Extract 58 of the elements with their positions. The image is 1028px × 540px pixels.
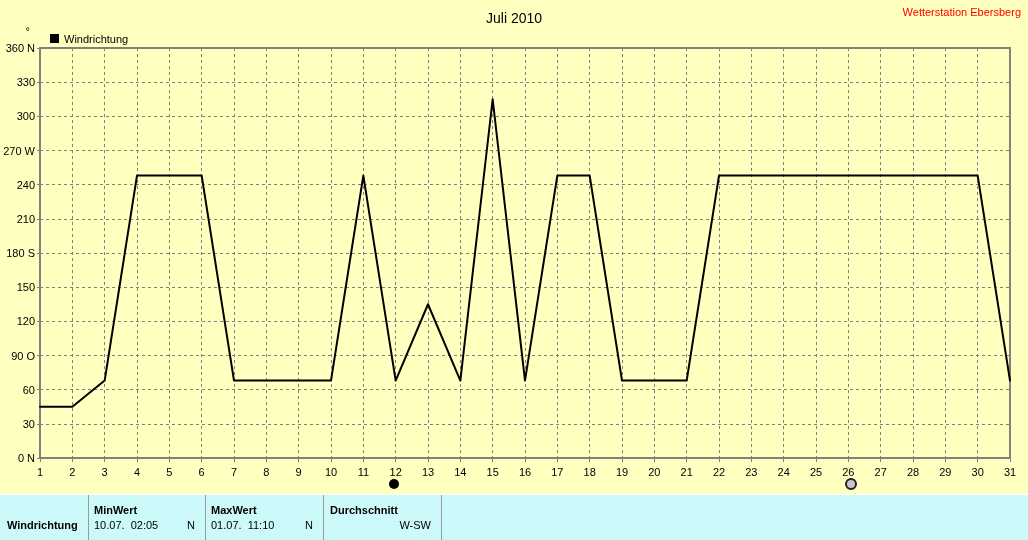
x-tick-label: 1 <box>36 465 44 478</box>
x-tick-label: 6 <box>198 465 205 478</box>
y-tick-label: 360 N <box>5 42 36 54</box>
y-tick-label: 120 <box>16 315 35 328</box>
x-tick-label: 15 <box>486 465 499 478</box>
x-tick-label: 8 <box>263 465 270 478</box>
x-tick-label: 9 <box>295 465 302 478</box>
text: N <box>187 519 195 532</box>
x-tick-label: 17 <box>551 465 564 478</box>
x-tick-label: 19 <box>615 465 629 478</box>
x-tick-label: 30 <box>971 465 984 478</box>
x-tick-label: 16 <box>518 465 532 478</box>
y-tick-label: 60 <box>22 383 35 396</box>
x-tick-label: 23 <box>745 465 758 478</box>
x-tick-label: 7 <box>230 465 238 478</box>
text: Windrichtung <box>7 519 78 532</box>
x-tick-label: 21 <box>680 465 693 478</box>
y-tick-label: 180 S <box>6 247 35 259</box>
y-tick-label: 240 <box>16 178 35 191</box>
x-tick-label: 31 <box>1003 465 1017 478</box>
x-tick-label: 26 <box>842 465 855 478</box>
text: 01.07. 11:10 <box>211 519 275 532</box>
x-tick-label: 22 <box>712 465 726 478</box>
text: Wetterstation Ebersberg <box>902 5 1022 18</box>
x-tick-label: 25 <box>809 465 823 478</box>
x-tick-label: 14 <box>454 465 467 478</box>
x-tick-label: 24 <box>777 465 790 478</box>
x-tick-label: 13 <box>421 465 435 478</box>
y-tick-label: 90 O <box>11 349 36 362</box>
x-tick-label: 5 <box>166 465 173 478</box>
y-tick-label: 270 W <box>3 144 36 157</box>
x-tick-label: 11 <box>357 465 370 478</box>
text: N <box>305 519 313 532</box>
x-tick-label: 2 <box>69 465 76 478</box>
text: W-SW <box>399 519 431 532</box>
legend-label: Windrichtung <box>64 32 129 45</box>
y-tick-label: 330 <box>16 76 35 89</box>
text: MinWert <box>94 504 138 517</box>
x-tick-label: 12 <box>389 465 402 478</box>
x-tick-label: 20 <box>648 465 661 478</box>
x-tick-label: 18 <box>583 465 596 478</box>
line-series <box>39 98 1011 408</box>
x-tick-label: 29 <box>939 465 952 478</box>
x-tick-label: 10 <box>324 465 338 478</box>
y-tick-label: 30 <box>22 417 35 430</box>
text: 10.07. 02:05 <box>94 519 159 532</box>
x-tick-label: 3 <box>101 465 108 478</box>
y-tick-label: 300 <box>16 110 35 123</box>
x-tick-label: 28 <box>906 465 920 478</box>
x-tick-label: 27 <box>874 465 887 478</box>
text: MaxWert <box>211 504 257 517</box>
chart-title: Juli 2010 <box>485 10 543 26</box>
y-axis-title: ° <box>25 24 30 37</box>
y-tick-label: 210 <box>16 212 35 225</box>
x-tick-label: 4 <box>133 465 141 478</box>
y-tick-label: 150 <box>16 281 35 294</box>
y-tick-label: 0 N <box>17 452 36 464</box>
text: Durchschnitt <box>330 504 398 517</box>
